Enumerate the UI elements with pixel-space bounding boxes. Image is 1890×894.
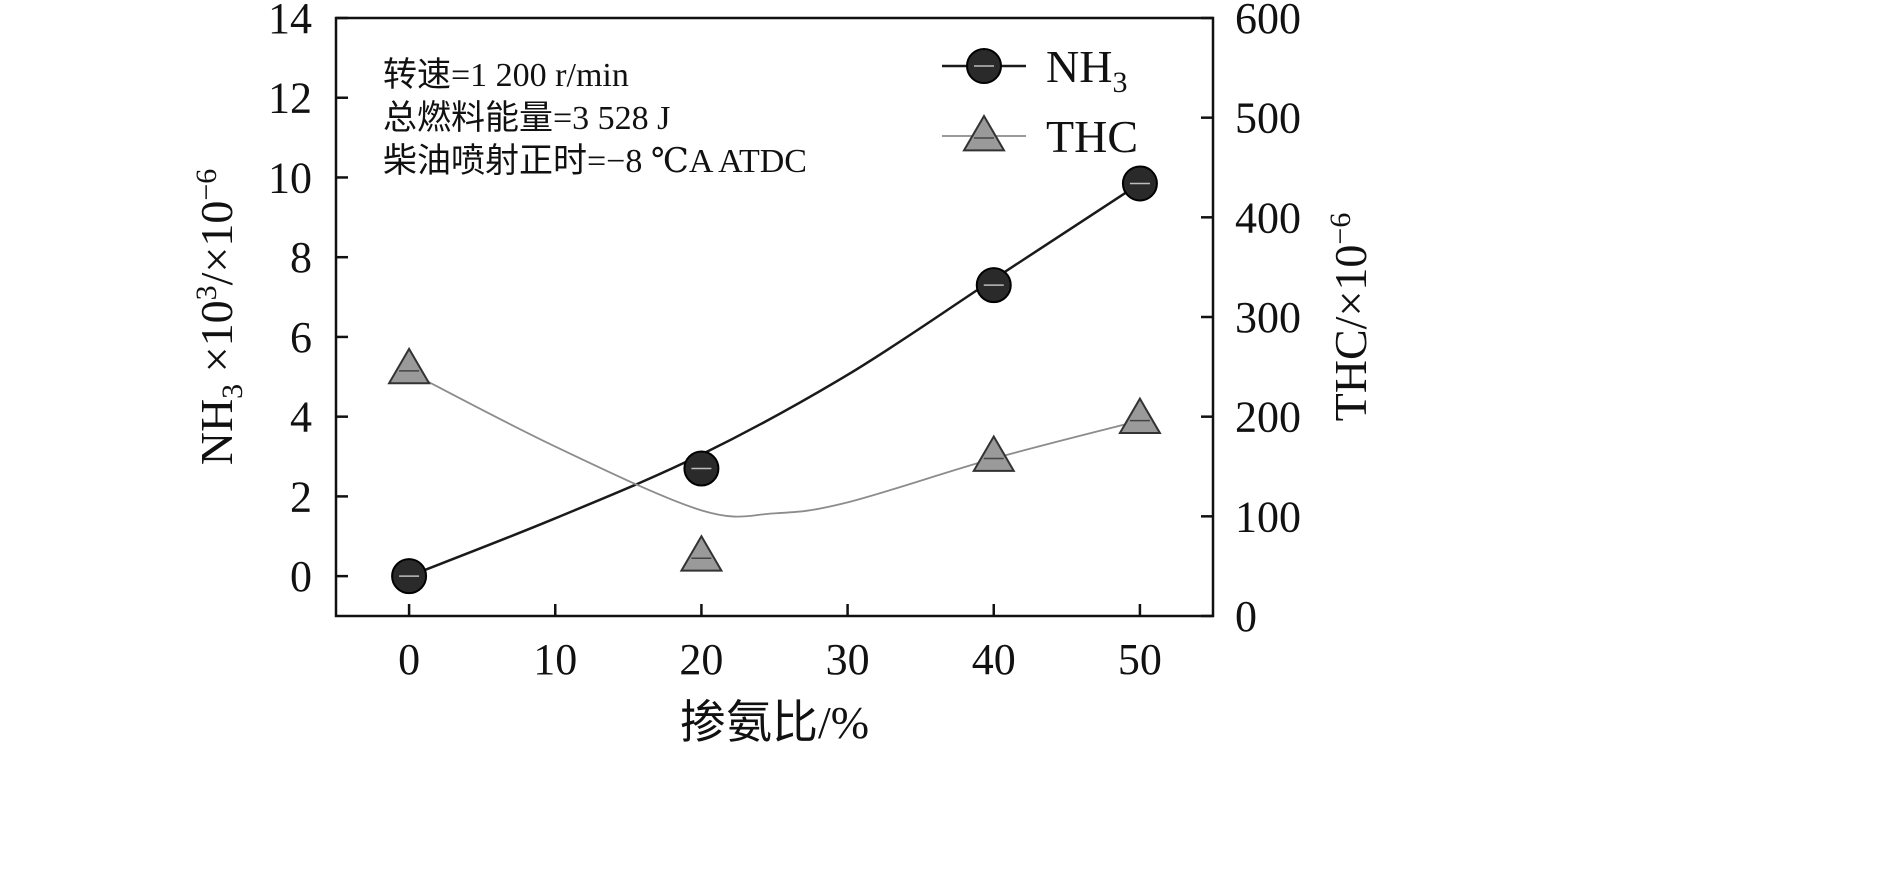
y-right-title-base: THC/×10 [1325,245,1376,422]
legend-label-sub: 3 [1112,66,1127,99]
y-left-axis-title: NH3 ×103/×10−6 [190,169,249,466]
data-point-thc [387,346,431,385]
x-axis-title: 掺氨比/% [680,697,869,748]
y-left-tick-label: 14 [268,0,312,43]
annotation-line: 柴油喷射正时=−8 ℃A ATDC [383,142,807,180]
annotation-block: 转速=1 200 r/min 总燃料能量=3 528 J 柴油喷射正时=−8 ℃A … [383,56,807,180]
legend-label-base: THC [1046,111,1138,162]
series-line-thc [408,371,1141,518]
x-tick-label: 10 [533,635,577,684]
x-axis-ticks: 0 10 20 30 40 50 [398,604,1162,684]
y-right-axis-ticks: 0 100 200 300 400 500 600 [1201,0,1301,641]
y-right-tick-label: 100 [1235,492,1301,541]
y-right-tick-label: 400 [1235,193,1301,242]
x-tick-label: 50 [1118,635,1162,684]
y-left-axis-ticks: 0 2 4 6 8 10 12 14 [268,0,348,601]
y-left-title-base: NH [191,399,242,465]
y-right-tick-label: 500 [1235,94,1301,143]
y-left-tick-label: 0 [290,552,312,601]
x-tick-label: 30 [826,635,870,684]
x-tick-label: 40 [972,635,1016,684]
y-left-title-sub: 3 [216,384,249,399]
y-left-title-mid: ×10 [191,300,242,383]
y-right-tick-label: 600 [1235,0,1301,43]
y-left-tick-label: 10 [268,153,312,202]
series-markers [387,165,1162,595]
data-point-thc [679,534,724,572]
y-left-title-sup2: −6 [190,169,223,201]
legend: NH3 THC [942,41,1138,162]
legend-marker-thc [962,114,1006,152]
y-left-tick-label: 6 [290,313,312,362]
y-left-title-sup1: 3 [190,285,223,300]
y-right-title-sup: −6 [1324,213,1357,245]
series-line-nh3 [408,182,1141,578]
y-right-tick-label: 200 [1235,393,1301,442]
annotation-line: 转速=1 200 r/min [383,56,629,94]
legend-label-thc: THC [1046,111,1138,162]
legend-label-nh3: NH3 [1046,41,1127,99]
y-left-tick-label: 2 [290,472,312,521]
y-left-tick-label: 12 [268,74,312,123]
data-point-thc [972,434,1016,472]
y-left-title-tail: /×10 [191,201,242,286]
series-lines [408,182,1141,578]
y-left-tick-label: 4 [290,393,312,442]
data-point-thc [1118,396,1162,435]
x-tick-label: 0 [398,635,420,684]
y-right-tick-label: 0 [1235,592,1257,641]
legend-label-base: NH [1046,41,1112,92]
y-right-tick-label: 300 [1235,293,1301,342]
y-right-axis-title: THC/×10−6 [1324,213,1376,422]
annotation-line: 总燃料能量=3 528 J [383,99,670,137]
x-tick-label: 20 [679,635,723,684]
y-left-tick-label: 8 [290,233,312,282]
